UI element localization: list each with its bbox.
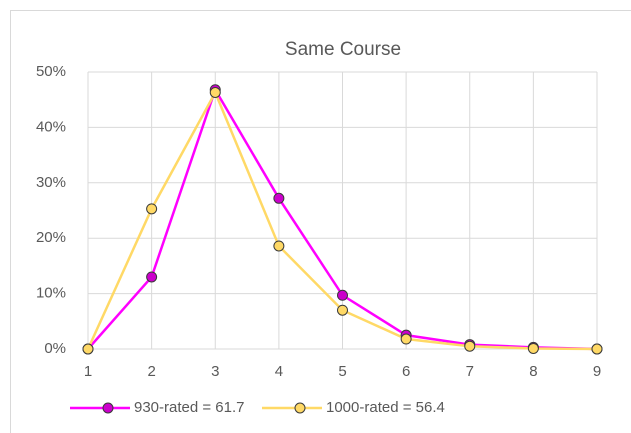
point	[400, 333, 412, 345]
x-tick-label: 3	[211, 363, 219, 380]
point	[146, 203, 158, 215]
legend-label: 1000-rated = 56.4	[326, 399, 445, 416]
y-tick-label: 10%	[36, 285, 66, 302]
point	[337, 289, 348, 301]
x-tick-label: 1	[84, 363, 92, 380]
point	[82, 343, 94, 355]
point	[527, 342, 539, 354]
point	[464, 340, 476, 352]
point	[591, 343, 603, 355]
point	[337, 304, 348, 316]
x-tick-label: 7	[466, 363, 474, 380]
point	[209, 86, 221, 98]
x-tick-label: 8	[529, 363, 537, 380]
point	[273, 240, 285, 252]
x-tick-label: 2	[147, 363, 155, 380]
x-tick-label: 4	[275, 363, 283, 380]
x-tick-label: 6	[402, 363, 410, 380]
point	[273, 192, 285, 204]
x-tick-label: 5	[338, 363, 346, 380]
legend-marker	[294, 402, 306, 414]
y-tick-label: 20%	[36, 229, 66, 246]
y-tick-label: 50%	[36, 63, 66, 80]
chart-frame	[10, 10, 631, 433]
legend-marker	[102, 402, 114, 414]
y-tick-label: 0%	[44, 340, 66, 357]
x-tick-label: 9	[593, 363, 601, 380]
legend-label: 930-rated = 61.7	[134, 399, 245, 416]
y-tick-label: 30%	[36, 174, 66, 191]
point	[146, 271, 158, 283]
y-tick-label: 40%	[36, 118, 66, 135]
chart-title: Same Course	[285, 39, 401, 60]
